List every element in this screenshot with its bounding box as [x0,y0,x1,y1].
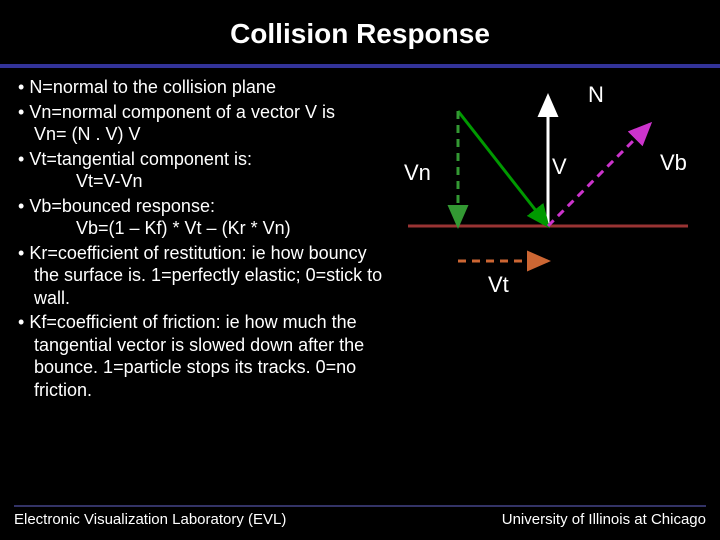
label-Vt: Vt [488,272,509,298]
footer-divider [14,505,706,507]
label-V: V [552,154,567,180]
bullet-item: Vt=tangential component is:Vt=V-Vn [18,148,388,193]
bullet-item: Kr=coefficient of restitution: ie how bo… [18,242,388,310]
label-Vn: Vn [404,160,431,186]
footer: Electronic Visualization Laboratory (EVL… [0,505,720,528]
content-row: N=normal to the collision planeVn=normal… [0,76,720,403]
definitions-list: N=normal to the collision planeVn=normal… [18,76,388,403]
bullet-item: Kf=coefficient of friction: ie how much … [18,311,388,401]
bullet-item: Vb=bounced response:Vb=(1 – Kf) * Vt – (… [18,195,388,240]
label-N: N [588,82,604,108]
page-title: Collision Response [0,0,720,60]
title-divider [0,64,720,68]
footer-left: Electronic Visualization Laboratory (EVL… [14,511,286,528]
vector-diagram: N V Vn Vt Vb [388,76,702,396]
footer-right: University of Illinois at Chicago [502,511,706,528]
bullet-item: N=normal to the collision plane [18,76,388,99]
label-Vb: Vb [660,150,687,176]
bullet-item: Vn=normal component of a vector V is Vn=… [18,101,388,146]
